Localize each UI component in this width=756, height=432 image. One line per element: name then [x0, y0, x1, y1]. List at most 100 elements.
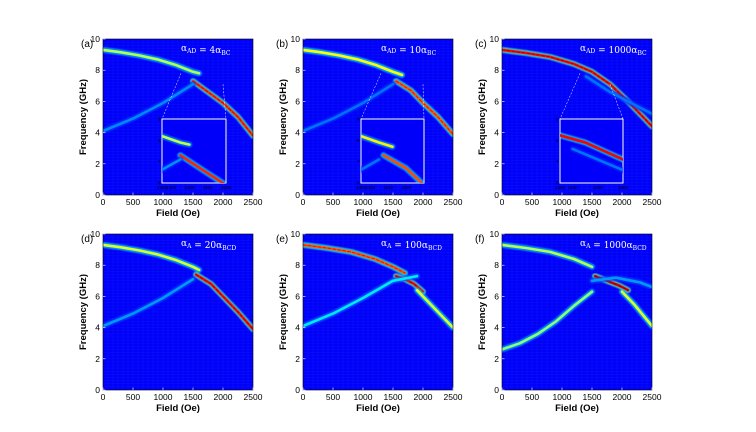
x-tick-label: 1000 — [553, 197, 572, 207]
x-tick-label: 1000 — [154, 392, 173, 402]
mode-branch — [103, 48, 201, 75]
inset-frame — [161, 118, 227, 184]
inset-y-tick-label: 7 — [357, 159, 360, 164]
x-tick-label: 1500 — [184, 392, 203, 402]
y-tick-label: 0 — [295, 385, 300, 395]
y-axis-label: Frequency (GHz) — [278, 79, 289, 155]
mode-branch-peak — [195, 274, 253, 330]
inset-y-tick-label: 6 — [357, 181, 360, 186]
y-axis-label: Frequency (GHz) — [477, 274, 488, 350]
y-axis-label: Frequency (GHz) — [477, 79, 488, 155]
y-tick-label: 2 — [494, 159, 499, 169]
annotation-label: αAD = 4αBC — [181, 44, 231, 57]
chart-panel-c: 0 500 1000 1500 2000 2500 0 2 4 6 8 10 Field (Oe) Fre… — [475, 34, 662, 219]
y-tick-label: 4 — [295, 323, 300, 333]
y-tick-label: 6 — [95, 291, 100, 301]
y-tick-label: 8 — [95, 260, 100, 270]
inset-connector — [360, 73, 382, 120]
x-tick-label: 2500 — [244, 197, 263, 207]
panel-label: (f) — [475, 234, 484, 245]
mode-branch — [103, 82, 195, 133]
x-tick-label: 2500 — [444, 197, 463, 207]
y-axis-label: Frequency (GHz) — [78, 274, 89, 350]
inset-x-tick-label: 1600 — [593, 185, 604, 190]
y-tick-label: 2 — [295, 354, 300, 364]
inset-y-tick-label: 7 — [556, 159, 559, 164]
plot-frame — [501, 38, 653, 196]
mode-branch-peak — [303, 244, 406, 274]
inset-y-tick-label: 6 — [158, 181, 161, 186]
x-tick-label: 0 — [101, 392, 106, 402]
panel-label: (a) — [81, 39, 93, 50]
inset-connector — [222, 84, 227, 120]
inset-x-tick-label: 1800 — [401, 185, 412, 190]
inset-mode-branch — [560, 134, 623, 162]
panel-label: (c) — [475, 39, 487, 50]
mode-branch-peak — [395, 80, 453, 135]
chart-panel-d: 0 500 1000 1500 2000 2500 0 2 4 6 8 10 Field (Oe) Fre… — [78, 229, 263, 414]
x-axis-label: Field (Oe) — [156, 403, 200, 414]
y-tick-label: 6 — [295, 96, 300, 106]
x-tick-label: 0 — [301, 197, 306, 207]
y-tick-label: 0 — [95, 190, 100, 200]
mode-branch — [502, 290, 594, 351]
y-tick-label: 10 — [91, 34, 101, 44]
y-tick-label: 2 — [295, 159, 300, 169]
y-tick-label: 8 — [494, 260, 499, 270]
x-tick-label: 500 — [326, 197, 340, 207]
mode-branches — [502, 46, 652, 130]
x-tick-label: 2000 — [214, 392, 233, 402]
inset-zoom: 1300 1400 1600 1800 2000 6 7 8 9 — [157, 73, 232, 190]
y-tick-label: 4 — [95, 128, 100, 138]
x-axis-label: Field (Oe) — [356, 208, 400, 219]
mode-branches — [303, 46, 453, 138]
inset-y-tick-label: 7 — [158, 159, 161, 164]
annotation-label: αA = 1000αBCD — [580, 239, 647, 252]
x-tick-label: 1500 — [583, 392, 602, 402]
y-tick-label: 2 — [494, 354, 499, 364]
mode-branch-peak — [192, 80, 253, 137]
y-tick-label: 8 — [295, 260, 300, 270]
inset-mode-branch — [361, 134, 394, 148]
inset-x-tick-label: 1400 — [166, 185, 177, 190]
y-tick-label: 8 — [494, 65, 499, 75]
plot-frame — [501, 233, 653, 391]
inset-y-tick-label: 6 — [556, 181, 559, 186]
y-axis-label: Frequency (GHz) — [278, 274, 289, 350]
inset-connector — [609, 84, 624, 120]
mode-branches — [103, 241, 253, 333]
x-axis-label: Field (Oe) — [356, 403, 400, 414]
inset-x-tick-label: 1400 — [568, 185, 579, 190]
y-tick-label: 2 — [95, 159, 100, 169]
x-tick-label: 0 — [500, 197, 505, 207]
x-tick-label: 2000 — [214, 197, 233, 207]
annotation-label: αAD = 1000αBC — [580, 44, 647, 57]
chart-panel-e: 0 500 1000 1500 2000 2500 0 2 4 6 8 10 Field (Oe) Fre… — [276, 229, 463, 414]
x-tick-label: 0 — [301, 392, 306, 402]
annotation-label: αA = 100αBCD — [381, 239, 442, 252]
x-tick-label: 500 — [126, 197, 140, 207]
y-tick-label: 8 — [95, 65, 100, 75]
mode-branch — [415, 288, 453, 329]
mode-branch — [502, 243, 594, 269]
y-tick-label: 0 — [295, 190, 300, 200]
panel-label: (d) — [81, 234, 93, 245]
annotation-label: αA = 20αBCD — [181, 239, 236, 252]
x-tick-label: 500 — [126, 392, 140, 402]
inset-y-tick-label: 9 — [556, 117, 559, 122]
inset-y-tick-label: 9 — [158, 117, 161, 122]
y-tick-label: 4 — [95, 323, 100, 333]
inset-mode-branch — [571, 147, 623, 172]
annotation-label: αAD = 10αBC — [381, 44, 437, 57]
x-tick-label: 2500 — [444, 392, 463, 402]
y-tick-label: 6 — [295, 291, 300, 301]
inset-connector — [422, 84, 425, 120]
y-tick-label: 0 — [95, 385, 100, 395]
chart-panel-b: 0 500 1000 1500 2000 2500 0 2 4 6 8 10 Field (Oe) Fre… — [276, 34, 463, 219]
mode-branches — [303, 241, 453, 331]
inset-connector — [559, 73, 581, 120]
x-tick-label: 2000 — [414, 197, 433, 207]
x-tick-label: 1000 — [154, 197, 173, 207]
y-axis-label: Frequency (GHz) — [78, 79, 89, 155]
